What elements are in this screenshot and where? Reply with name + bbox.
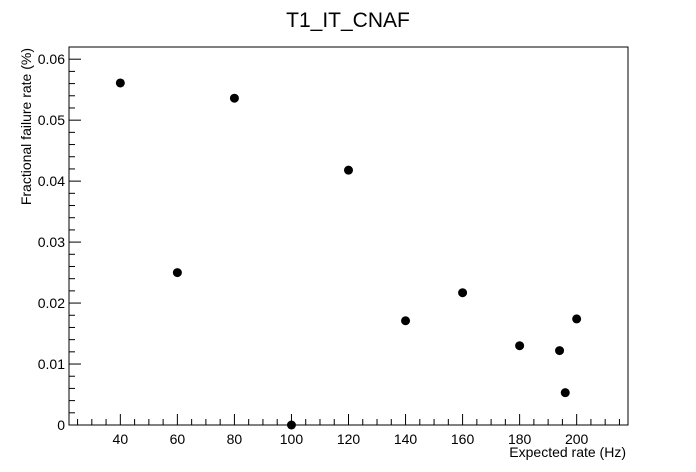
- data-point: [344, 165, 353, 175]
- y-tick-label: 0.03: [38, 234, 65, 250]
- x-tick-label: 80: [227, 431, 243, 447]
- x-tick-label: 140: [394, 431, 418, 447]
- data-point: [172, 268, 182, 278]
- y-tick-label: 0.04: [38, 173, 65, 189]
- data-point: [229, 93, 239, 103]
- data-point: [286, 420, 296, 430]
- data-point: [572, 314, 582, 324]
- data-point: [560, 388, 570, 398]
- y-tick-label: 0.06: [38, 51, 65, 67]
- x-tick-label: 100: [280, 431, 304, 447]
- y-tick-label: 0.02: [38, 295, 65, 311]
- y-axis-label: Fractional failure rate (%): [18, 48, 34, 205]
- data-point: [401, 316, 411, 326]
- x-tick-label: 40: [113, 431, 129, 447]
- y-tick-label: 0: [57, 417, 65, 433]
- x-axis-label: Expected rate (Hz): [509, 444, 626, 460]
- chart-title: T1_IT_CNAF: [286, 9, 410, 32]
- x-tick-label: 160: [451, 431, 475, 447]
- data-point: [555, 346, 565, 356]
- x-tick-label: 200: [565, 431, 589, 447]
- x-tick-label: 60: [170, 431, 186, 447]
- x-tick-label: 120: [337, 431, 361, 447]
- y-tick-label: 0.01: [38, 356, 65, 372]
- y-tick-label: 0.05: [38, 112, 65, 128]
- y-axis: 0 0.01 0.02 0.03 0.04 0.05 0.06: [38, 46, 81, 433]
- data-point: [115, 78, 125, 88]
- data-points: [115, 78, 582, 430]
- x-tick-label: 180: [508, 431, 532, 447]
- plot-frame: [68, 46, 629, 426]
- x-axis: 40 60 80 100 120 140 160 180 200: [77, 414, 620, 447]
- data-point: [515, 341, 525, 351]
- data-point: [458, 288, 468, 298]
